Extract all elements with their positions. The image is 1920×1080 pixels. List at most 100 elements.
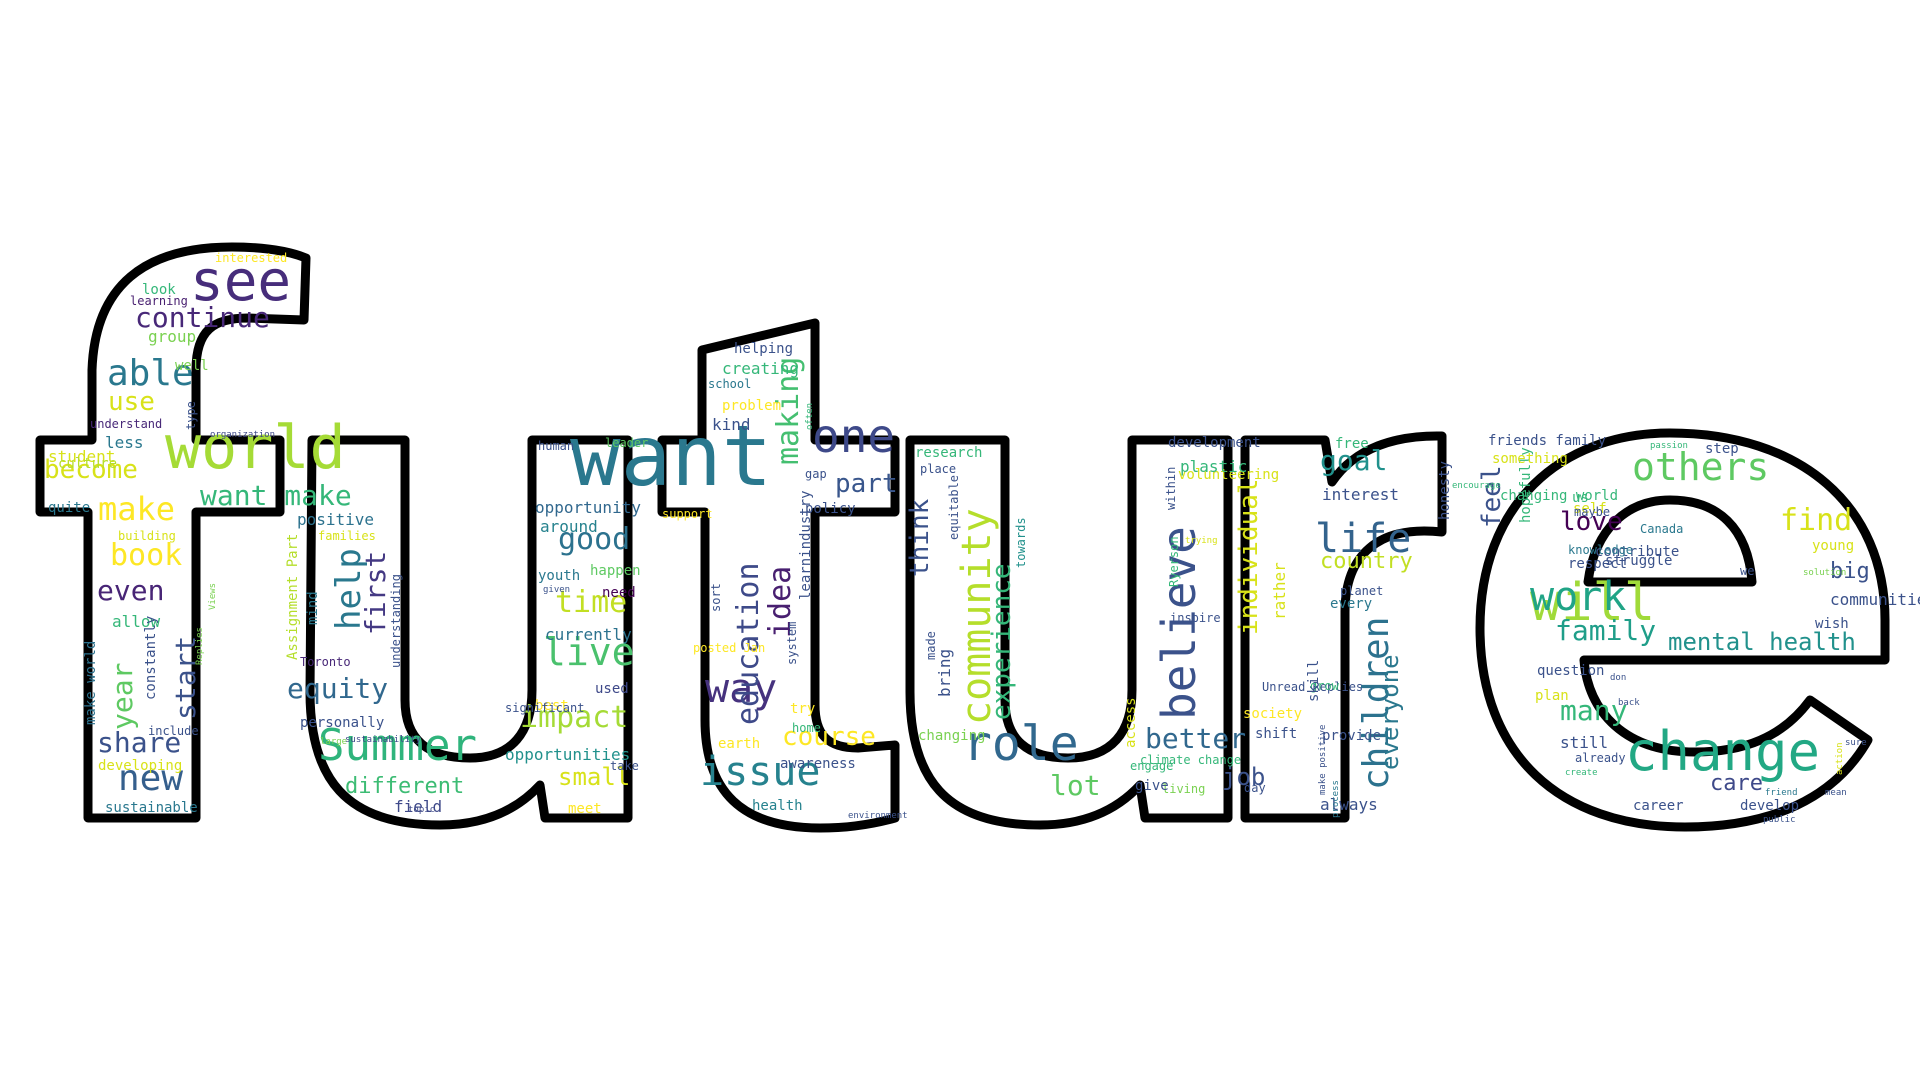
cloud-word: want [570,407,772,505]
cloud-word: meet [568,801,602,817]
cloud-word: school [708,377,751,391]
cloud-word: significant [505,701,584,715]
cloud-word: type [184,401,198,430]
cloud-word: maybe [1574,505,1610,519]
cloud-word: always [1320,795,1378,814]
cloud-word: make world [83,641,99,725]
cloud-word: mind [305,591,321,625]
cloud-word: start [169,636,202,720]
cloud-word: field [394,797,442,816]
cloud-word: understand [90,417,162,431]
cloud-word: skill [1306,660,1322,702]
cloud-word: gap [805,467,827,481]
cloud-word: friends family [1488,433,1606,449]
cloud-word: given [543,585,570,595]
cloud-word: mental health [1668,628,1856,656]
cloud-word: topic [408,805,435,815]
cloud-word: sure [1845,738,1867,748]
cloud-word: communities [1830,590,1920,609]
cloud-word: policy [805,501,856,517]
cloud-word: process [1331,780,1341,818]
cloud-word: see [190,249,291,314]
cloud-word: goal [1320,444,1387,477]
cloud-word: constantly [143,616,159,700]
words-layer: want see world change Summer role believe commu… [44,249,1920,825]
cloud-word: sustainable [105,800,198,816]
cloud-word: organization [210,430,275,440]
cloud-word: often [805,403,815,430]
cloud-word: mean [1825,788,1847,798]
cloud-word: within [1164,467,1178,510]
cloud-word: families [318,529,376,543]
cloud-word: day [1244,781,1266,795]
cloud-word: youth [538,568,580,584]
cloud-word: world [165,413,346,483]
cloud-word: take [610,759,639,773]
cloud-word: awareness [780,756,856,772]
cloud-word: support [662,507,713,521]
cloud-word: small [558,763,630,791]
cloud-word: opportunity [535,498,641,517]
cloud-word: solution [1803,568,1846,578]
cloud-word: step [1705,441,1739,457]
cloud-word: others [1632,445,1769,489]
cloud-word: positive [297,510,374,529]
cloud-word: live [543,630,635,674]
cloud-word: equity [287,672,388,705]
cloud-word: inspire [1170,611,1221,625]
letter-u2-outline [905,435,1233,830]
cloud-word: well [175,358,209,374]
cloud-word: human [538,439,574,453]
cloud-word: interested [215,251,287,265]
cloud-word: use [108,387,155,417]
cloud-word: used [595,681,629,697]
cloud-word: engage [1130,759,1173,773]
cloud-word: currently [545,625,632,644]
cloud-word: young [1812,538,1854,554]
cloud-word: Canada [1640,522,1683,536]
cloud-word: work [1530,574,1626,620]
cloud-word: care [1710,771,1763,796]
cloud-word: trying [1185,536,1218,546]
cloud-word: try [790,701,815,717]
cloud-word: encourage [1452,481,1501,491]
cloud-word: Unread Replies [1262,680,1363,694]
cloud-word: everyone [1376,654,1404,770]
cloud-word: self [1573,501,1607,517]
cloud-word: sort [709,583,723,612]
cloud-word: environment [848,811,908,821]
cloud-word: many [1560,694,1627,727]
cloud-word: job [1222,763,1265,791]
cloud-word: one [812,409,895,463]
cloud-word: create [1565,768,1598,778]
cloud-word: contribute [1595,544,1679,560]
cloud-word: share [97,726,181,759]
cloud-word: earth [718,736,760,752]
cloud-word: plan [1535,688,1569,704]
cloud-word: problem [722,398,781,414]
cloud-word: become [44,455,138,485]
cloud-word: want make [200,479,352,512]
cloud-word: hopefully [1518,447,1534,523]
cloud-word: us [1572,490,1589,506]
cloud-word: posted Jan [693,641,765,655]
cloud-word: climate change [1140,753,1241,767]
cloud-word: made [924,631,938,660]
cloud-word: sustainability [345,735,421,745]
cloud-word: student [48,447,115,466]
cloud-word: home [792,721,821,735]
cloud-word: able [107,353,194,394]
cloud-word: issue [700,749,820,795]
letter-e-outline [1475,428,1890,832]
cloud-word: volunteering [1178,467,1279,483]
cloud-word: Toronto [300,655,351,669]
cloud-word: education [731,562,766,725]
cloud-word: something [1492,451,1568,467]
cloud-word: we [1740,564,1754,578]
cloud-word: don [1610,673,1626,683]
cloud-word: allow [112,612,161,631]
letter-r-outline [1240,431,1447,823]
cloud-word: big [1830,559,1870,584]
cloud-word: Ryerson [1167,536,1181,587]
